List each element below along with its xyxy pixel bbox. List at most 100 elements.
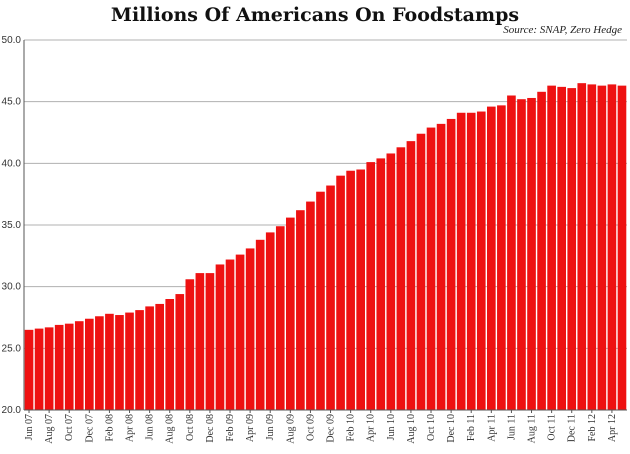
bar-mar-10 — [356, 169, 365, 410]
gridlines — [24, 39, 627, 411]
x-tick-label: Aug 07 — [44, 414, 55, 444]
y-tick-label: 25.0 — [2, 343, 22, 354]
bar-apr-08 — [125, 312, 134, 410]
bar-dec-07 — [85, 318, 94, 410]
bar-mar-11 — [476, 111, 486, 411]
bar-nov-08 — [195, 273, 205, 410]
x-tick-label: Oct 10 — [426, 414, 437, 441]
bar-feb-11 — [466, 112, 476, 411]
bar-mar-12 — [597, 85, 607, 410]
x-tick-label: Aug 11 — [527, 414, 538, 443]
bar-sep-07 — [54, 324, 64, 410]
bar-apr-10 — [366, 162, 376, 410]
bar-apr-11 — [487, 106, 496, 410]
x-tick-label: Jun 08 — [145, 414, 156, 440]
x-tick-label: Oct 11 — [547, 414, 558, 441]
bar-jun-07 — [24, 329, 34, 410]
x-tick-label: Jun 07 — [24, 414, 35, 440]
x-tick-label: Oct 09 — [305, 414, 316, 441]
x-tick-label: Feb 10 — [346, 414, 357, 442]
y-tick-label: 40.0 — [2, 158, 22, 169]
bar-jan-10 — [336, 175, 345, 410]
x-tick-label: Oct 07 — [64, 414, 75, 441]
bars — [24, 83, 627, 411]
y-tick-label: 35.0 — [2, 220, 22, 231]
bar-nov-07 — [74, 321, 84, 410]
x-tick-label: Dec 08 — [205, 414, 216, 443]
bar-mar-09 — [235, 254, 245, 410]
bar-jul-10 — [396, 147, 406, 411]
bar-sep-11 — [537, 91, 546, 411]
x-tick-label: Aug 09 — [285, 414, 296, 444]
x-tick-label: Apr 10 — [366, 414, 377, 442]
bar-nov-10 — [436, 123, 446, 410]
bar-sep-08 — [175, 294, 185, 410]
x-tick-label: Feb 09 — [225, 414, 236, 442]
bar-apr-12 — [607, 84, 617, 411]
bar-jun-09 — [265, 232, 275, 410]
x-tick-label: Dec 09 — [326, 414, 337, 443]
bar-feb-12 — [587, 84, 597, 411]
bar-aug-09 — [286, 217, 295, 410]
bar-jan-12 — [577, 83, 587, 411]
bar-may-09 — [255, 239, 265, 410]
bar-aug-11 — [527, 97, 536, 410]
x-tick-label: Jun 09 — [265, 414, 276, 440]
bar-nov-11 — [557, 86, 566, 410]
bar-sep-10 — [416, 133, 426, 410]
bar-dec-08 — [205, 273, 215, 410]
bar-oct-07 — [64, 323, 74, 410]
x-tick-label: Aug 08 — [165, 414, 176, 444]
y-tick-label: 45.0 — [2, 97, 22, 108]
x-tick-label: Jun 11 — [506, 414, 517, 440]
x-tick-label: Jun 10 — [386, 414, 397, 440]
x-axis-ticks: Jun 07 Aug 07 Oct 07 Dec 07 Feb 08 Apr 08 Jun … — [24, 410, 618, 444]
bar-may-12 — [617, 85, 627, 410]
bar-aug-10 — [406, 141, 416, 410]
x-tick-label: Aug 10 — [406, 414, 417, 444]
bar-oct-10 — [426, 127, 436, 411]
bar-dec-09 — [326, 185, 335, 410]
x-tick-label: Feb 12 — [587, 414, 598, 442]
bar-nov-09 — [316, 191, 325, 410]
y-tick-label: 30.0 — [2, 282, 22, 293]
bar-mar-08 — [115, 315, 124, 410]
x-tick-label: Apr 08 — [125, 414, 136, 442]
x-tick-label: Apr 12 — [607, 414, 618, 442]
bar-oct-11 — [547, 85, 556, 410]
y-tick-label: 50.0 — [2, 35, 22, 46]
bar-jan-09 — [215, 264, 225, 410]
bar-jul-07 — [34, 328, 44, 410]
y-tick-label: 20.0 — [2, 405, 22, 416]
bar-oct-08 — [185, 279, 195, 410]
bar-apr-09 — [245, 248, 255, 410]
x-tick-label: Feb 11 — [466, 414, 477, 441]
bar-feb-09 — [225, 259, 235, 410]
x-tick-label: Dec 07 — [84, 414, 95, 443]
bar-may-11 — [497, 105, 506, 410]
y-axis-ticks: 20.0 25.0 30.0 35.0 40.0 45.0 50.0 — [2, 35, 22, 416]
bar-may-08 — [135, 310, 144, 410]
bar-jul-11 — [517, 99, 526, 410]
axes — [23, 40, 627, 411]
x-tick-label: Dec 10 — [446, 414, 457, 443]
bar-dec-11 — [567, 88, 577, 410]
x-tick-label: Oct 08 — [185, 414, 196, 441]
bar-jul-09 — [275, 226, 285, 410]
bar-jun-10 — [386, 153, 396, 410]
x-tick-label: Apr 11 — [486, 414, 497, 442]
bar-feb-10 — [346, 170, 355, 410]
bar-dec-10 — [446, 118, 456, 410]
bar-oct-09 — [306, 201, 315, 410]
bar-aug-08 — [165, 299, 175, 410]
chart-source: Source: SNAP, Zero Hedge — [503, 24, 622, 36]
bar-feb-08 — [105, 313, 114, 410]
bar-aug-07 — [44, 327, 54, 410]
bar-jan-11 — [456, 112, 466, 411]
bar-jan-08 — [95, 316, 104, 410]
x-tick-label: Feb 08 — [104, 414, 115, 442]
bar-jul-08 — [155, 303, 164, 410]
x-tick-label: Apr 09 — [245, 414, 256, 442]
bar-jun-11 — [507, 95, 516, 410]
